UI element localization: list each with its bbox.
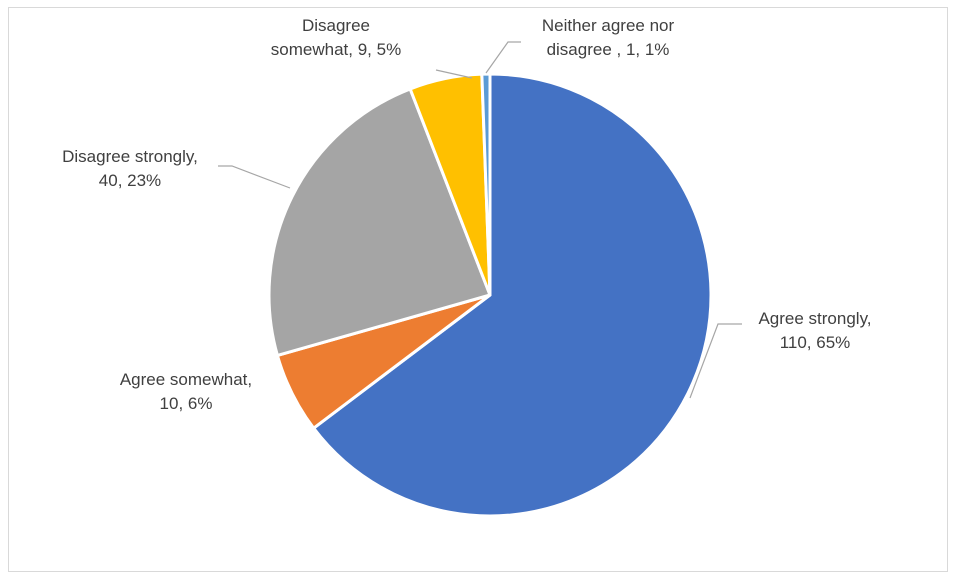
data-label: Agree somewhat, 10, 6% (120, 370, 252, 413)
data-label: Agree strongly, 110, 65% (758, 309, 871, 352)
data-label: Disagree somewhat, 9, 5% (271, 16, 401, 59)
leader-line (435, 69, 473, 79)
leader-line (485, 41, 521, 74)
pie-slice-agree-strongly (312, 72, 713, 518)
leader-lines (218, 41, 742, 399)
data-labels: Agree strongly, 110, 65% Agree somewhat, 10… (62, 16, 871, 413)
leader-line (689, 323, 742, 399)
pie-slices (267, 72, 713, 518)
leader-line (218, 165, 291, 189)
data-label: Disagree strongly, 40, 23% (62, 147, 198, 190)
pie-slice-neither-agree-nor-disagree (480, 72, 492, 297)
data-label: Neither agree nor disagree , 1, 1% (542, 16, 675, 59)
